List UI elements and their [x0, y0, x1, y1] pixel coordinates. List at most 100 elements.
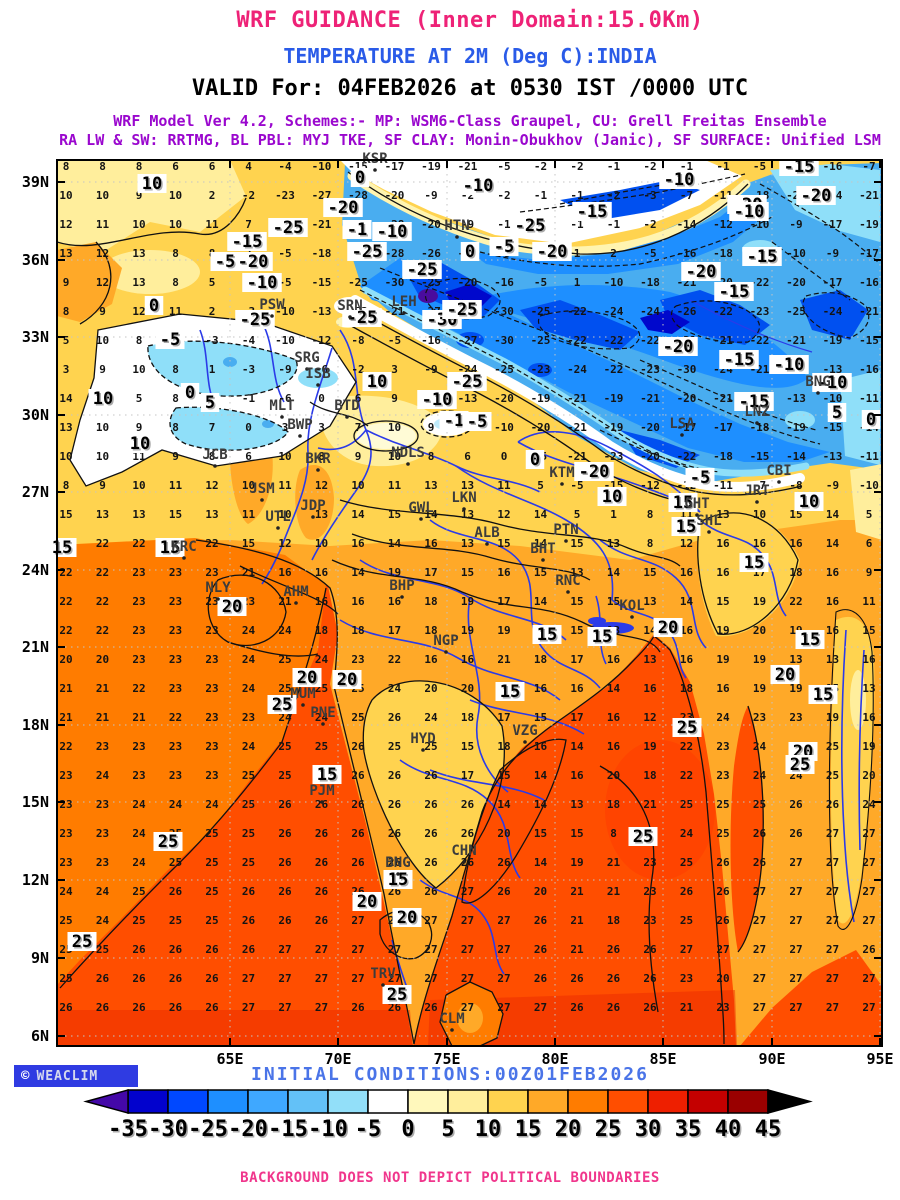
grid-value: 23	[205, 595, 218, 608]
grid-value: 26	[424, 827, 438, 840]
grid-value: 26	[96, 1001, 110, 1014]
contour-label-shadow: 15	[501, 684, 521, 704]
grid-value: 27	[862, 827, 875, 840]
station-dot	[381, 983, 385, 987]
contour-label-shadow: -10	[818, 375, 849, 395]
weaclim-logo-text: WEACLIM	[36, 1068, 99, 1084]
grid-value: -9	[461, 218, 474, 231]
grid-value: 8	[647, 508, 654, 521]
grid-value: 22	[680, 740, 693, 753]
grid-value: 26	[716, 885, 730, 898]
grid-value: -20	[640, 421, 660, 434]
grid-value: -19	[604, 421, 624, 434]
grid-value: 26	[388, 798, 402, 811]
grid-value: 26	[643, 972, 657, 985]
colorbar-segment	[207, 1089, 249, 1114]
grid-value: -26	[421, 247, 441, 260]
grid-value: 26	[424, 769, 438, 782]
station-dot	[305, 367, 309, 371]
colorbar-segment	[567, 1089, 609, 1114]
contour-label-box	[827, 403, 847, 422]
contour-label: 20	[357, 892, 377, 912]
grid-value: 26	[680, 885, 694, 898]
station-code: ISB	[305, 366, 330, 382]
contour-label: 25	[677, 718, 697, 738]
contour-label: -5	[467, 412, 487, 432]
station-code: BHP	[389, 578, 414, 594]
grid-value: -19	[786, 421, 806, 434]
grid-value: 6	[245, 450, 252, 463]
colorbar-segment	[447, 1089, 489, 1114]
station-dot	[182, 556, 186, 560]
station-dot	[421, 748, 425, 752]
grid-value: -5	[643, 247, 656, 260]
grid-value: 16	[315, 566, 329, 579]
colorbar-tick-shadow: -30	[150, 1119, 190, 1144]
grid-value: 6	[172, 160, 179, 173]
colorbar-tick-label: -20	[228, 1117, 268, 1142]
grid-value: 23	[205, 653, 218, 666]
grid-value: 27	[753, 943, 766, 956]
grid-value: 11	[497, 479, 511, 492]
grid-value: 26	[789, 827, 803, 840]
contour-label-shadow: 15	[814, 687, 834, 707]
grid-value: -9	[826, 479, 839, 492]
grid-value: 26	[351, 827, 365, 840]
grid-value: 13	[461, 479, 474, 492]
grid-value: -21	[859, 189, 879, 202]
contour-label-shadow: -15	[785, 159, 816, 179]
grid-value: 14	[534, 508, 548, 521]
grid-value: 26	[461, 856, 475, 869]
grid-value: 20	[59, 653, 72, 666]
grid-value: 26	[534, 943, 548, 956]
colorbar-tick-shadow: 0	[403, 1119, 416, 1144]
grid-value: 5	[63, 334, 70, 347]
grid-value: 19	[716, 653, 729, 666]
grid-value: 23	[132, 653, 145, 666]
contour-label-shadow: 25	[273, 697, 293, 717]
contour-label: -10	[734, 202, 765, 222]
grid-value: 16	[680, 566, 694, 579]
contour-label-box	[233, 252, 273, 271]
grid-value: -16	[859, 276, 879, 289]
grid-value: 10	[278, 508, 291, 521]
colorbar-tick-label: 25	[595, 1117, 622, 1142]
grid-value: 1	[209, 363, 216, 376]
contour-label-box	[658, 337, 698, 356]
station-code: MLT	[269, 398, 294, 414]
grid-value: 16	[315, 595, 329, 608]
station-dot	[276, 526, 280, 530]
grid-value: 22	[205, 537, 218, 550]
grid-value: 21	[607, 856, 621, 869]
contour-label-box	[812, 373, 852, 392]
contour-label: -10	[247, 273, 278, 293]
grid-value: 12	[497, 508, 510, 521]
grid-value: 26	[242, 885, 256, 898]
grid-value: 8	[63, 479, 70, 492]
station-code: BWP	[287, 417, 312, 433]
grid-value: 13	[607, 537, 620, 550]
contour-label-box	[510, 216, 550, 235]
contour-label-box	[572, 202, 612, 221]
contour-label: 20	[297, 668, 317, 688]
grid-value: 27	[315, 1001, 328, 1014]
grid-value: 23	[753, 711, 766, 724]
lat-axis-label: 27N	[22, 483, 49, 501]
contour-label-shadow: 15	[161, 540, 181, 560]
grid-value: 25	[351, 711, 364, 724]
grid-value: 22	[96, 537, 109, 550]
grid-value: 23	[59, 827, 72, 840]
grid-value: 3	[391, 363, 398, 376]
colorbar-segment	[527, 1089, 569, 1114]
colorbar-tick-shadow: 45	[756, 1119, 783, 1144]
contour-label-box	[681, 262, 721, 281]
grid-value: 24	[169, 798, 183, 811]
station-dot	[462, 860, 466, 864]
grid-value: 27	[862, 885, 875, 898]
grid-value: 14	[826, 537, 840, 550]
lat-axis-label: 33N	[22, 328, 49, 346]
grid-value: 12	[643, 711, 656, 724]
grid-value: -20	[640, 450, 660, 463]
grid-value: 19	[388, 566, 401, 579]
